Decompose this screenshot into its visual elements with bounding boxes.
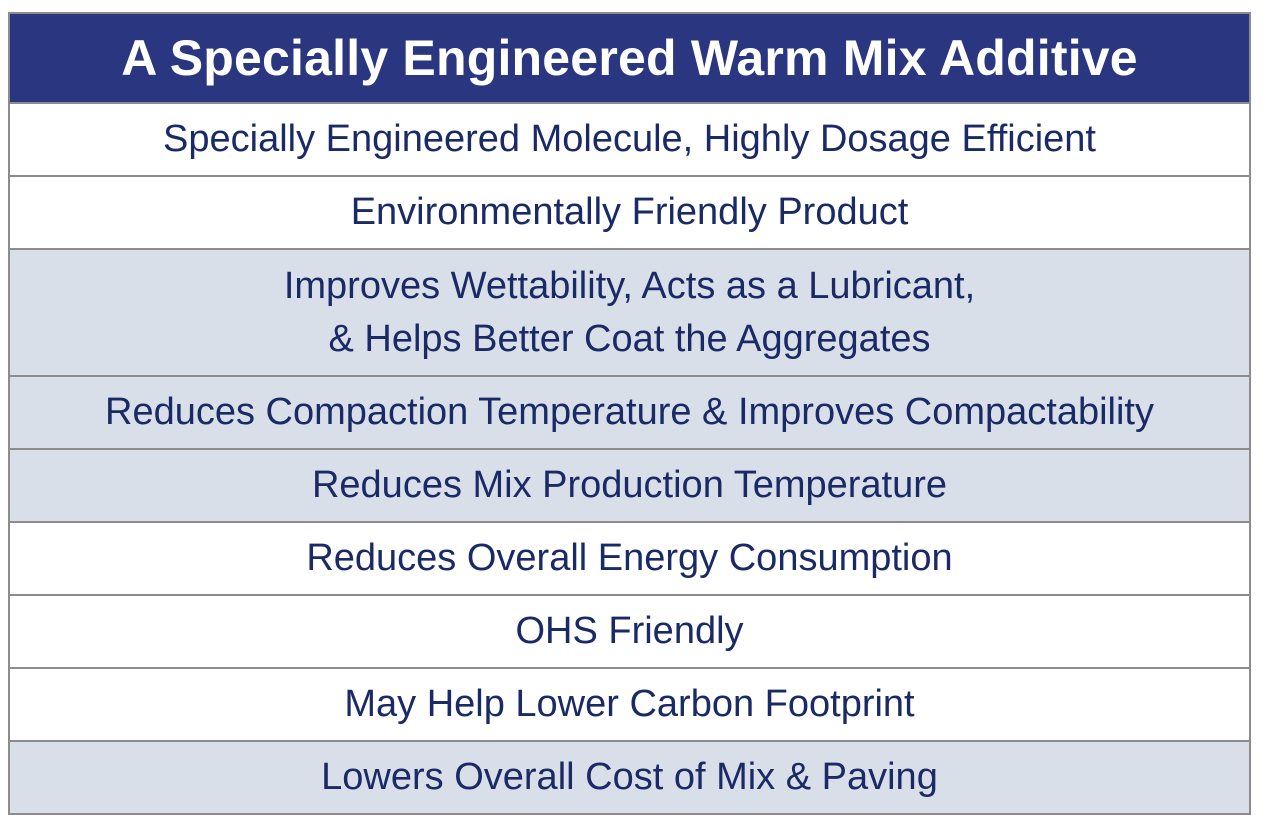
table-row: OHS Friendly	[10, 596, 1249, 669]
table-row: Environmentally Friendly Product	[10, 177, 1249, 250]
row-text: May Help Lower Carbon Footprint	[344, 683, 915, 725]
row-text: Reduces Mix Production Temperature	[311, 464, 948, 506]
benefits-table: A Specially Engineered Warm Mix Additive…	[8, 12, 1251, 815]
table-row: Reduces Compaction Temperature & Improve…	[10, 377, 1249, 450]
row-text: Specially Engineered Molecule, Highly Do…	[163, 118, 1096, 160]
row-text-line: Improves Wettability, Acts as a Lubrican…	[283, 264, 976, 307]
row-text: Lowers Overall Cost of Mix & Paving	[321, 756, 938, 798]
table-row: May Help Lower Carbon Footprint	[10, 669, 1249, 742]
table-row: Improves Wettability, Acts as a Lubrican…	[10, 250, 1249, 377]
row-text: OHS Friendly	[515, 610, 744, 652]
table-row: Lowers Overall Cost of Mix & Paving	[10, 742, 1249, 813]
row-text-line: & Helps Better Coat the Aggregates	[328, 317, 931, 360]
table-row: Reduces Mix Production Temperature	[10, 450, 1249, 523]
row-text: Reduces Compaction Temperature & Improve…	[105, 391, 1154, 433]
row-text-block: Improves Wettability, Acts as a Lubrican…	[284, 260, 975, 366]
table-row: Specially Engineered Molecule, Highly Do…	[10, 104, 1249, 177]
row-text: Environmentally Friendly Product	[350, 191, 909, 233]
table-row: Reduces Overall Energy Consumption	[10, 523, 1249, 596]
row-text: Reduces Overall Energy Consumption	[306, 537, 953, 579]
table-title: A Specially Engineered Warm Mix Additive	[10, 14, 1249, 104]
